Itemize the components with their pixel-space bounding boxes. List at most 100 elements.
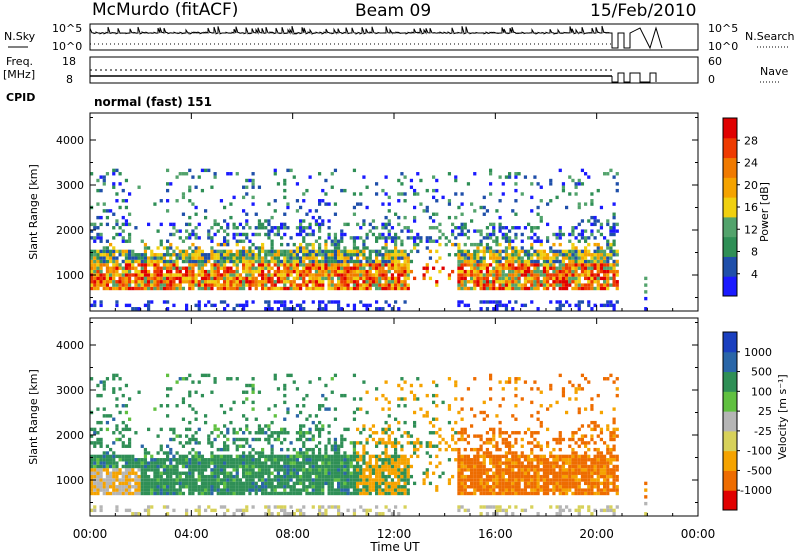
velocity-echo-cell (181, 400, 186, 405)
power-echo-cell (99, 269, 103, 274)
velocity-echo-cell (479, 485, 483, 489)
power-echo-cell (593, 273, 597, 277)
velocity-echo-cell (419, 383, 423, 388)
velocity-echo-cell (134, 464, 138, 469)
power-echo-cell (299, 269, 303, 274)
velocity-echo-cell (105, 454, 110, 459)
power-echo-cell (498, 276, 502, 281)
velocity-echo-cell (121, 434, 125, 438)
velocity-echo-cell (150, 505, 154, 509)
velocity-echo-cell (454, 441, 458, 445)
power-echo-cell (517, 266, 521, 270)
power-echo-cell (156, 246, 160, 250)
power-echo-cell (93, 276, 97, 281)
velocity-echo-cell (105, 468, 110, 472)
velocity-echo-cell (283, 508, 287, 513)
velocity-echo-cell (207, 461, 211, 465)
power-echo-cell (590, 256, 594, 260)
velocity-echo-cell (213, 471, 217, 475)
power-echo-cell (596, 219, 600, 223)
power-echo-cell (384, 263, 388, 267)
velocity-echo-cell (245, 458, 249, 462)
velocity-echo-cell (280, 454, 284, 459)
velocity-echo-cell (375, 454, 379, 459)
power-echo-cell (292, 283, 296, 287)
velocity-echo-cell (558, 454, 562, 459)
power-echo-cell (394, 280, 398, 284)
velocity-echo-cell (99, 461, 103, 465)
velocity-echo-cell (137, 491, 141, 496)
power-echo-cell (248, 283, 252, 287)
velocity-echo-cell (251, 377, 255, 381)
velocity-echo-cell (286, 431, 290, 435)
velocity-echo-cell (489, 427, 493, 432)
velocity-echo-cell (321, 404, 325, 408)
power-echo-cell (492, 232, 496, 237)
power-echo-cell (565, 205, 569, 210)
power-echo-cell (460, 253, 464, 257)
power-echo-cell (321, 188, 325, 193)
velocity-echo-cell (356, 451, 360, 455)
power-echo-cell (577, 263, 581, 267)
nsky-tick-bottom: 10^0 (52, 40, 82, 53)
velocity-echo-cell (245, 437, 249, 442)
power-echo-cell (612, 266, 616, 270)
velocity-echo-cell (498, 461, 502, 465)
power-echo-cell (273, 168, 277, 173)
velocity-echo-cell (273, 488, 277, 492)
velocity-echo-cell (242, 481, 246, 486)
power-echo-cell (273, 232, 277, 237)
power-echo-cell (409, 269, 414, 274)
power-echo-cell (286, 276, 290, 281)
power-echo-cell (457, 263, 461, 267)
velocity-echo-cell (384, 461, 388, 465)
power-echo-cell (368, 259, 372, 264)
power-echo-cell (612, 263, 616, 267)
velocity-echo-cell (482, 485, 486, 489)
power-echo-cell (105, 256, 110, 260)
power-echo-cell (147, 246, 151, 250)
velocity-echo-cell (435, 417, 439, 421)
velocity-echo-cell (495, 478, 499, 482)
power-echo-cell (267, 232, 271, 237)
velocity-echo-cell (153, 464, 157, 469)
velocity-echo-cell (352, 491, 357, 496)
velocity-echo-cell (447, 444, 452, 448)
y-tick-label: 4000 (56, 134, 84, 147)
velocity-echo-cell (514, 474, 518, 479)
velocity-echo-cell (245, 461, 249, 465)
velocity-echo-cell (397, 488, 401, 492)
velocity-echo-cell (96, 420, 100, 425)
power-echo-cell (352, 269, 357, 274)
power-echo-cell (223, 276, 227, 281)
power-echo-cell (644, 296, 648, 301)
velocity-echo-cell (530, 441, 534, 445)
power-echo-cell (406, 253, 410, 257)
velocity-echo-cell (238, 464, 243, 469)
velocity-echo-cell (166, 444, 170, 448)
velocity-echo-cell (473, 461, 477, 465)
power-echo-cell (400, 273, 404, 277)
velocity-echo-cell (555, 474, 559, 479)
velocity-echo-cell (299, 424, 303, 428)
power-echo-cell (577, 182, 581, 186)
velocity-echo-cell (213, 508, 217, 513)
power-echo-cell (270, 273, 274, 277)
power-echo-cell (584, 239, 588, 243)
velocity-echo-cell (254, 461, 258, 465)
velocity-echo-cell (311, 478, 315, 482)
power-echo-cell (90, 263, 94, 267)
power-echo-cell (102, 182, 106, 186)
power-echo-cell (121, 236, 125, 240)
power-echo-cell (295, 253, 300, 257)
velocity-echo-cell (498, 434, 502, 438)
velocity-echo-cell (229, 488, 233, 492)
velocity-echo-cell (517, 474, 521, 479)
power-echo-cell (441, 232, 445, 237)
velocity-echo-cell (238, 458, 243, 462)
power-echo-cell (286, 168, 290, 173)
power-echo-cell (375, 283, 379, 287)
power-echo-cell (378, 269, 382, 274)
power-echo-cell (387, 303, 391, 308)
velocity-echo-cell (124, 458, 129, 462)
